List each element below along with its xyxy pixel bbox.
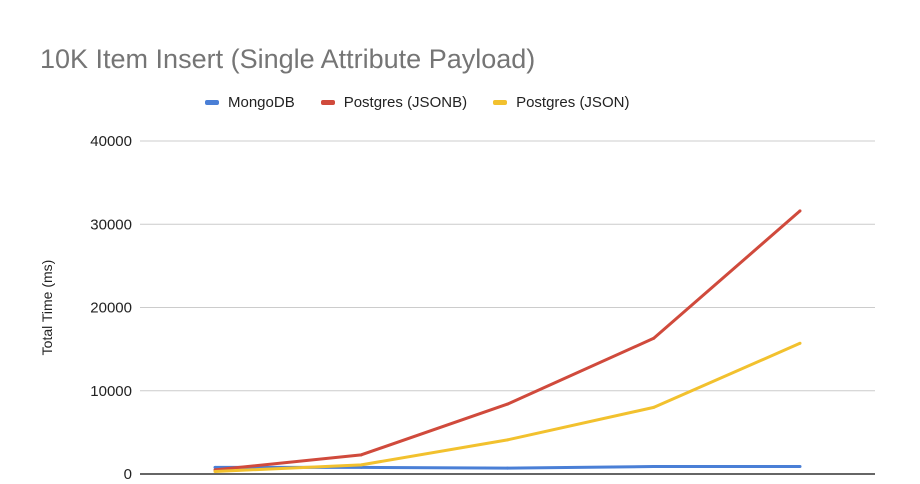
legend-swatch [320, 100, 335, 105]
y-tick-label: 10000 [90, 383, 132, 400]
data-point [213, 465, 217, 469]
legend-item-postgres-json: Postgres (JSON) [493, 94, 629, 111]
data-point [359, 465, 363, 469]
legend-swatch [493, 100, 508, 105]
y-tick-label: 40000 [90, 133, 132, 150]
legend-label: MongoDB [228, 94, 295, 111]
y-axis-label: Total Time (ms) [39, 260, 55, 356]
legend-label: Postgres (JSON) [516, 94, 630, 111]
legend-swatch [205, 100, 219, 105]
y-tick-label: 20000 [90, 300, 132, 317]
data-point [652, 405, 656, 409]
legend: MongoDB Postgres (JSONB) Postgres (JSON) [205, 94, 629, 111]
data-point [506, 438, 509, 442]
data-point [798, 465, 802, 469]
legend-item-postgres-jsonb: Postgres (JSONB) [320, 94, 468, 111]
data-point [652, 465, 656, 469]
data-point [798, 209, 802, 213]
y-tick-label: 0 [124, 466, 132, 483]
legend-label: Postgres (JSONB) [343, 94, 468, 111]
series-line-2 [214, 341, 801, 474]
data-point [506, 402, 509, 406]
legend-item-mongodb: MongoDB [205, 94, 295, 111]
y-tick-label: 30000 [90, 216, 132, 233]
series-line-1 [214, 209, 801, 472]
data-point [506, 466, 509, 470]
data-point [798, 341, 802, 345]
data-point [359, 463, 363, 467]
chart-title: 10K Item Insert (Single Attribute Payloa… [40, 44, 536, 74]
data-point [359, 453, 363, 457]
data-point [652, 336, 656, 340]
data-point [213, 470, 217, 474]
